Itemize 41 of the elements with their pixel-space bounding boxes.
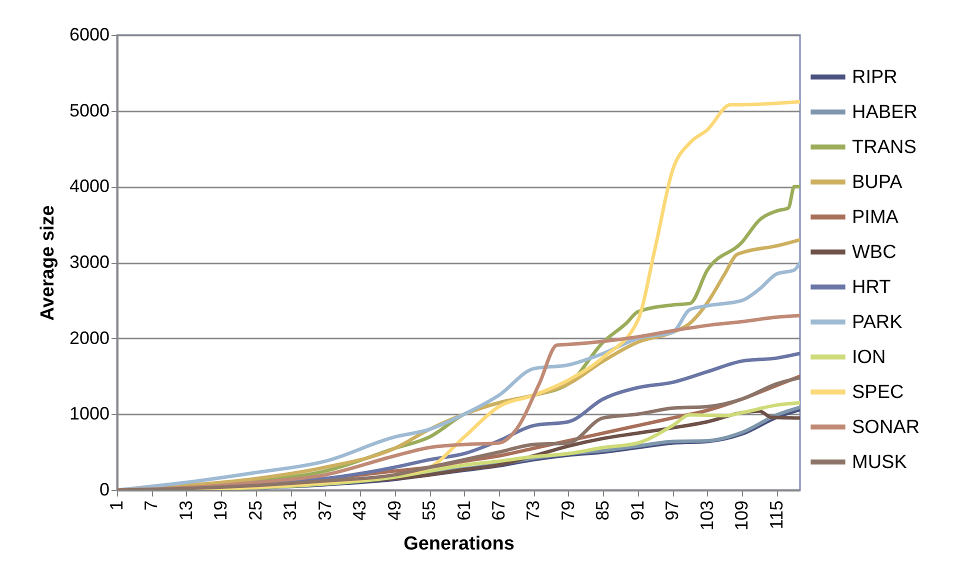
x-axis-title: Generations <box>404 534 514 555</box>
x-tick-label: 97 <box>662 500 682 521</box>
x-tick-label: 55 <box>419 500 440 521</box>
legend-label: HRT <box>852 277 892 298</box>
legend-label: PARK <box>852 312 903 333</box>
legend-label: BUPA <box>852 172 903 193</box>
x-tick-label: 49 <box>384 500 404 521</box>
legend-label: RIPR <box>852 67 898 88</box>
y-tick-label: 4000 <box>69 176 110 196</box>
y-tick-label: 0 <box>99 480 110 500</box>
x-tick-label: 7 <box>141 500 162 511</box>
x-tick-label: 67 <box>488 500 509 521</box>
x-tick-label: 103 <box>696 500 717 531</box>
x-tick-label: 25 <box>245 500 266 521</box>
x-tick-label: 79 <box>558 500 578 521</box>
y-tick-label: 2000 <box>69 328 110 348</box>
y-axis-title: Average size <box>37 205 58 321</box>
y-tick-label: 5000 <box>69 100 110 120</box>
y-tick-label: 3000 <box>69 252 110 272</box>
x-tick-label: 13 <box>176 500 196 521</box>
x-tick-label: 73 <box>523 500 544 521</box>
x-tick-label: 19 <box>210 500 231 521</box>
legend-label: SPEC <box>852 382 904 403</box>
x-tick-label: 91 <box>627 500 648 521</box>
legend-label: HABER <box>852 102 918 123</box>
legend-label: PIMA <box>852 207 899 228</box>
legend-label: MUSK <box>852 452 908 473</box>
y-tick-label: 1000 <box>69 404 110 424</box>
legend-label: SONAR <box>852 417 920 438</box>
x-tick-label: 31 <box>280 500 300 521</box>
x-tick-label: 1 <box>106 500 126 511</box>
legend-label: WBC <box>852 242 896 263</box>
x-tick-label: 115 <box>766 500 786 530</box>
legend-label: TRANS <box>852 137 916 158</box>
x-tick-label: 43 <box>350 500 370 521</box>
x-tick-label: 61 <box>454 500 474 521</box>
legend-label: ION <box>852 347 886 368</box>
y-tick-label: 6000 <box>69 24 110 44</box>
x-tick-label: 85 <box>592 500 613 521</box>
x-tick-label: 37 <box>314 500 335 521</box>
x-tick-label: 109 <box>732 500 752 531</box>
